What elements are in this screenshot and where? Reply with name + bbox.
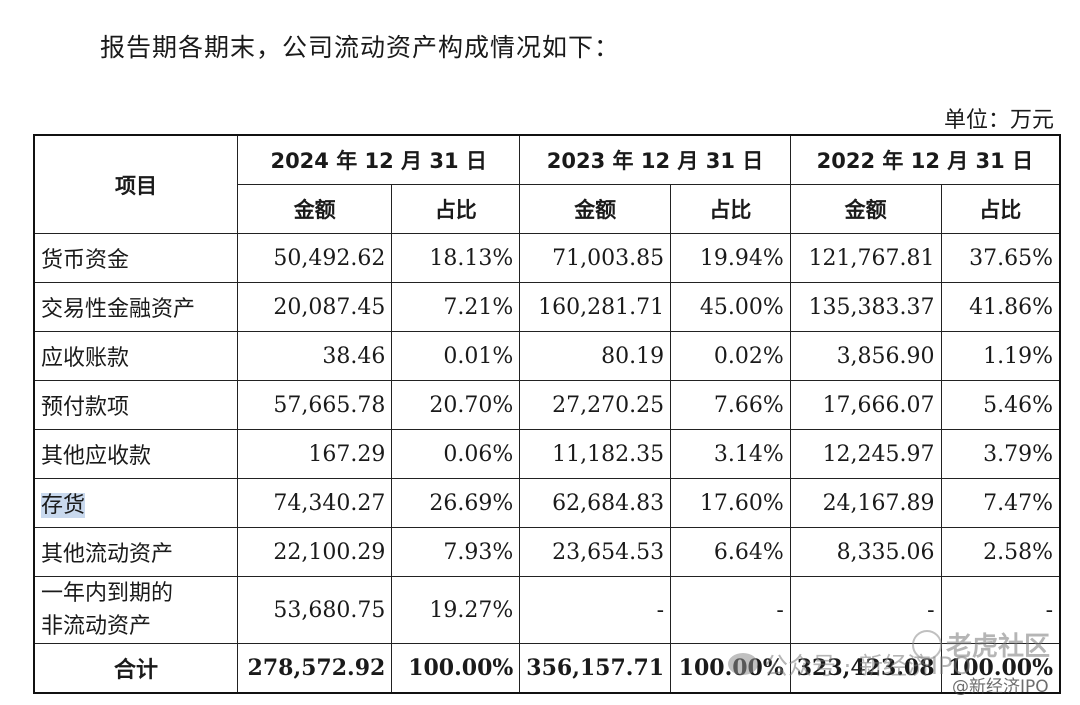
- header-period-2023: 2023 年 12 月 31 日: [519, 134, 791, 185]
- table-row: 一年内到期的 非流动资产 53,680.75 19.27% - - - -: [33, 576, 1061, 644]
- cell-value: 37.65%: [940, 233, 1061, 283]
- header-ratio: 占比: [670, 184, 791, 234]
- header-ratio: 占比: [940, 184, 1061, 234]
- cell-value: 160,281.71: [519, 282, 672, 332]
- cell-value: 23,654.53: [519, 527, 672, 577]
- cell-value: 41.86%: [940, 282, 1061, 332]
- cell-value: -: [940, 576, 1061, 644]
- cell-value: 11,182.35: [519, 429, 672, 479]
- selection-highlight[interactable]: 存货: [41, 493, 86, 518]
- cell-value: 17,666.07: [789, 380, 942, 430]
- cell-value: 5.46%: [940, 380, 1061, 430]
- cell-value: 0.06%: [391, 429, 521, 479]
- row-label: 其他应收款: [33, 429, 239, 479]
- cell-value: 26.69%: [391, 478, 521, 528]
- cell-value: 6.64%: [670, 527, 791, 577]
- row-label: 其他流动资产: [33, 527, 239, 577]
- cell-value: 19.27%: [391, 576, 521, 644]
- cell-value: 38.46: [237, 331, 393, 381]
- unit-label: 单位：万元: [943, 108, 1054, 133]
- table-row: 应收账款 38.46 0.01% 80.19 0.02% 3,856.90 1.…: [33, 331, 1061, 381]
- header-amount: 金额: [519, 184, 672, 234]
- cell-value: 8,335.06: [789, 527, 942, 577]
- cell-value: 22,100.29: [237, 527, 393, 577]
- cell-value: 7.93%: [391, 527, 521, 577]
- cell-value: 50,492.62: [237, 233, 393, 283]
- row-label: 货币资金: [33, 233, 239, 283]
- total-value: 100.00%: [940, 643, 1061, 694]
- header-amount: 金额: [237, 184, 393, 234]
- row-label-highlighted: 存货: [33, 478, 239, 528]
- cell-value: 18.13%: [391, 233, 521, 283]
- total-row: 合计 278,572.92 100.00% 356,157.71 100.00%…: [33, 643, 1061, 694]
- row-label-line2: 非流动资产: [41, 614, 152, 639]
- row-label: 一年内到期的 非流动资产: [33, 576, 239, 644]
- header-period-2024: 2024 年 12 月 31 日: [237, 134, 521, 185]
- cell-value: -: [789, 576, 942, 644]
- cell-value: 71,003.85: [519, 233, 672, 283]
- row-label-line1: 一年内到期的: [41, 581, 174, 606]
- row-label: 预付款项: [33, 380, 239, 430]
- cell-value: 7.66%: [670, 380, 791, 430]
- total-value: 100.00%: [391, 643, 521, 694]
- cell-value: 20.70%: [391, 380, 521, 430]
- total-value: 278,572.92: [237, 643, 393, 694]
- cell-value: -: [670, 576, 791, 644]
- cell-value: 57,665.78: [237, 380, 393, 430]
- intro-text: 报告期各期末，公司流动资产构成情况如下：: [100, 33, 621, 62]
- cell-value: 24,167.89: [789, 478, 942, 528]
- total-value: 323,423.08: [789, 643, 942, 694]
- cell-value: 45.00%: [670, 282, 791, 332]
- cell-value: 20,087.45: [237, 282, 393, 332]
- header-amount: 金额: [789, 184, 942, 234]
- total-value: 356,157.71: [519, 643, 672, 694]
- cell-value: 17.60%: [670, 478, 791, 528]
- header-period-2022: 2022 年 12 月 31 日: [789, 134, 1061, 185]
- cell-value: 12,245.97: [789, 429, 942, 479]
- cell-value: 53,680.75: [237, 576, 393, 644]
- cell-value: 27,270.25: [519, 380, 672, 430]
- cell-value: 121,767.81: [789, 233, 942, 283]
- header-item: 项目: [33, 134, 239, 234]
- row-label: 交易性金融资产: [33, 282, 239, 332]
- header-ratio: 占比: [391, 184, 521, 234]
- table-row: 其他应收款 167.29 0.06% 11,182.35 3.14% 12,24…: [33, 429, 1061, 479]
- cell-value: 2.58%: [940, 527, 1061, 577]
- cell-value: 135,383.37: [789, 282, 942, 332]
- cell-value: 167.29: [237, 429, 393, 479]
- total-value: 100.00%: [670, 643, 791, 694]
- cell-value: 3.79%: [940, 429, 1061, 479]
- cell-value: 0.01%: [391, 331, 521, 381]
- cell-value: 80.19: [519, 331, 672, 381]
- cell-value: 62,684.83: [519, 478, 672, 528]
- cell-value: 3,856.90: [789, 331, 942, 381]
- current-assets-table: 项目 2024 年 12 月 31 日 2023 年 12 月 31 日 202…: [33, 134, 1061, 694]
- table-row: 交易性金融资产 20,087.45 7.21% 160,281.71 45.00…: [33, 282, 1061, 332]
- cell-value: 3.14%: [670, 429, 791, 479]
- cell-value: 1.19%: [940, 331, 1061, 381]
- cell-value: 7.47%: [940, 478, 1061, 528]
- cell-value: 7.21%: [391, 282, 521, 332]
- table-row: 其他流动资产 22,100.29 7.93% 23,654.53 6.64% 8…: [33, 527, 1061, 577]
- cell-value: 74,340.27: [237, 478, 393, 528]
- row-label: 应收账款: [33, 331, 239, 381]
- total-label: 合计: [33, 643, 239, 694]
- table-row: 存货 74,340.27 26.69% 62,684.83 17.60% 24,…: [33, 478, 1061, 528]
- table-row: 货币资金 50,492.62 18.13% 71,003.85 19.94% 1…: [33, 233, 1061, 283]
- cell-value: 0.02%: [670, 331, 791, 381]
- cell-value: 19.94%: [670, 233, 791, 283]
- cell-value: -: [519, 576, 672, 644]
- table-row: 预付款项 57,665.78 20.70% 27,270.25 7.66% 17…: [33, 380, 1061, 430]
